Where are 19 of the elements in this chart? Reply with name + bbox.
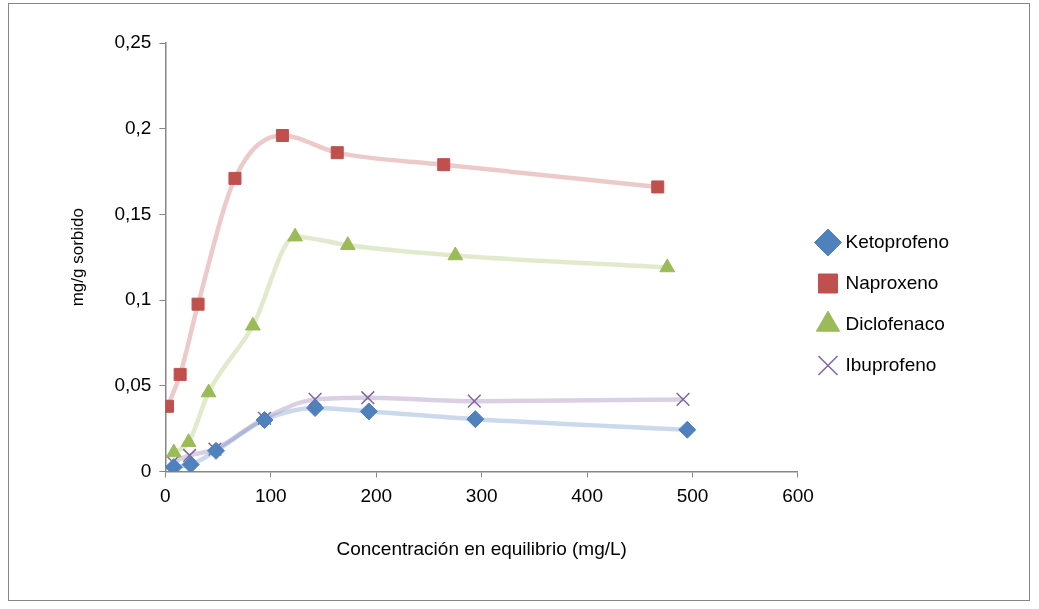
legend-label: Diclofenaco <box>845 312 945 334</box>
y-tick-label: 0,05 <box>114 373 152 395</box>
x-tick-label: 400 <box>571 485 603 507</box>
y-axis-title: mg/g sorbido <box>67 208 87 307</box>
x-tick-label: 500 <box>676 485 709 507</box>
x-tick-label: 100 <box>254 485 287 507</box>
y-tick-label: 0,15 <box>114 202 152 224</box>
legend-label: Ketoprofeno <box>845 230 950 252</box>
legend-label: Ibuprofeno <box>845 353 937 375</box>
x-tick-label: 300 <box>465 485 498 507</box>
y-tick-label: 0 <box>140 459 152 481</box>
x-tick-label: 0 <box>160 485 171 507</box>
legend-label: Naproxeno <box>845 271 939 293</box>
y-tick-label: 0,1 <box>124 288 152 310</box>
y-tick-label: 0,25 <box>114 31 152 53</box>
x-tick-label: 600 <box>782 485 814 507</box>
x-axis-title: Concentración en equilibrio (mg/L) <box>336 537 627 559</box>
y-tick-label: 0,2 <box>124 116 152 138</box>
x-tick-label: 200 <box>360 485 393 507</box>
